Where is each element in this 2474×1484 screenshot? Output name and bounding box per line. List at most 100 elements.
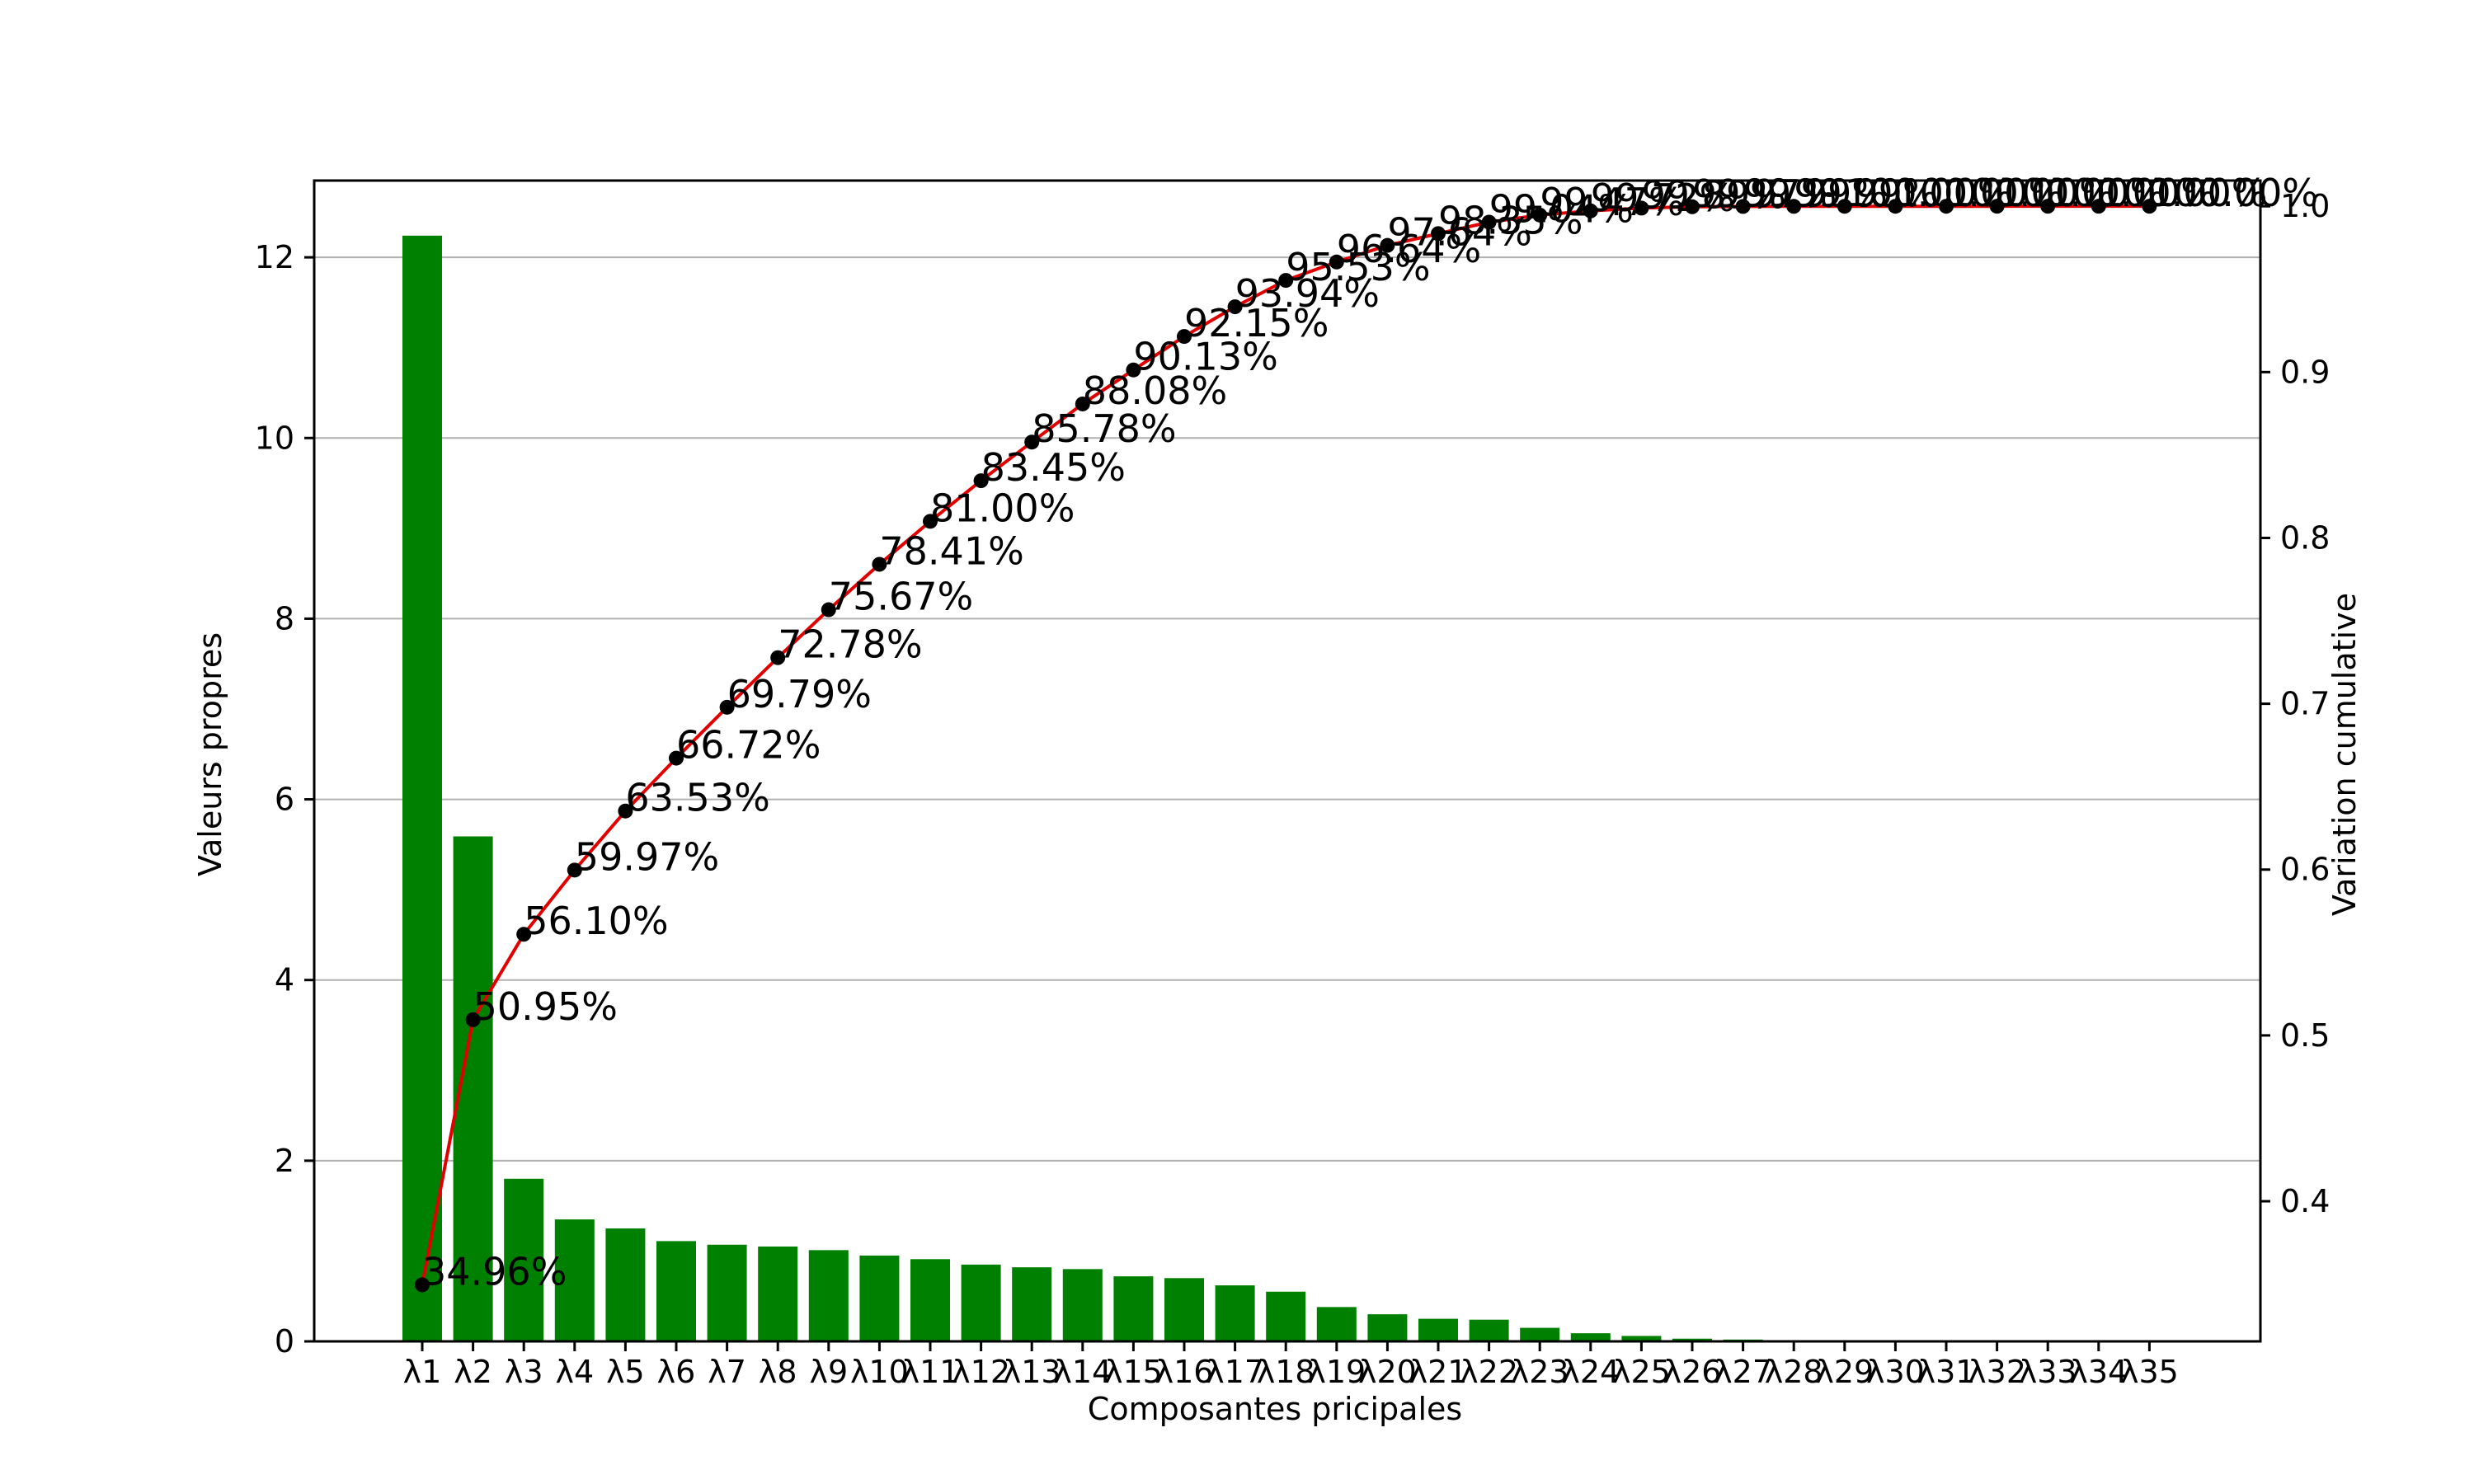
bar xyxy=(1215,1285,1255,1341)
x-tick-label: λ21 xyxy=(1409,1354,1468,1390)
y2-tick-label: 1.0 xyxy=(2280,188,2330,224)
point-label: 50.95% xyxy=(473,984,618,1029)
point-labels: 34.96% 50.95% 56.10% 59.97% 63.53% 66.72% 69.7… xyxy=(422,171,2318,1294)
x-tick-label: λ16 xyxy=(1155,1354,1214,1390)
bar xyxy=(1418,1318,1458,1341)
y2-axis-label: Variation cumulative xyxy=(2326,593,2363,916)
x-tick-label: λ1 xyxy=(403,1354,442,1390)
point-label: 97.64% xyxy=(1387,210,1531,255)
point-label: 34.96% xyxy=(422,1249,567,1294)
x-tick-label: λ8 xyxy=(759,1354,797,1390)
bar xyxy=(859,1255,900,1341)
cumulative-point xyxy=(872,556,887,572)
point-label: 92.15% xyxy=(1184,301,1329,345)
y-tick-label: 6 xyxy=(275,782,294,818)
cumulative-point xyxy=(516,927,532,942)
x-tick-label: λ5 xyxy=(606,1354,645,1390)
x-tick-label: λ7 xyxy=(708,1354,746,1390)
y-axis-label: Valeurs propres xyxy=(192,632,228,876)
x-tick-label: λ6 xyxy=(657,1354,696,1390)
point-label: 100.00% xyxy=(1845,171,2014,215)
point-label: 98.35% xyxy=(1438,198,1583,242)
cumulative-point xyxy=(1837,199,1852,214)
bar xyxy=(1621,1336,1662,1341)
cumulative-point xyxy=(1939,199,1954,214)
bar xyxy=(961,1264,1001,1341)
x-tick-label: λ4 xyxy=(555,1354,594,1390)
x-tick-label: λ28 xyxy=(1765,1354,1823,1390)
y-tick-label: 2 xyxy=(275,1143,294,1179)
x-tick-label: λ12 xyxy=(952,1354,1010,1390)
x-tick-label: λ24 xyxy=(1561,1354,1620,1390)
point-label: 85.78% xyxy=(1032,406,1176,451)
point-label: 99.99% xyxy=(1794,171,1938,215)
cumulative-point xyxy=(923,514,938,529)
y-tick-label: 4 xyxy=(275,962,294,998)
cumulative-point xyxy=(1177,329,1192,345)
point-label: 99.47% xyxy=(1540,180,1684,224)
bar xyxy=(1570,1333,1611,1341)
y2-tick-label: 0.9 xyxy=(2280,354,2330,390)
bar xyxy=(1520,1327,1560,1341)
point-label: 96.64% xyxy=(1337,227,1481,271)
x-tick-label: λ19 xyxy=(1307,1354,1366,1390)
point-label: 83.45% xyxy=(981,445,1126,490)
point-label: 99.89% xyxy=(1641,172,1785,217)
cumulative-point xyxy=(2040,199,2056,214)
y-tick-label: 8 xyxy=(275,600,294,636)
point-label: 81.00% xyxy=(930,486,1075,530)
cumulative-point xyxy=(1329,254,1344,270)
x-tick-label: λ32 xyxy=(1968,1354,2026,1390)
x-tick-label: λ33 xyxy=(2019,1354,2077,1390)
point-label: 63.53% xyxy=(625,776,769,820)
bar xyxy=(1367,1314,1408,1341)
cumulative-point xyxy=(1380,237,1395,253)
y-tick-label: 12 xyxy=(255,239,294,275)
x-tick-label: λ15 xyxy=(1104,1354,1163,1390)
bar xyxy=(1164,1278,1204,1341)
cumulative-point xyxy=(1075,396,1090,411)
cumulative-point xyxy=(669,750,684,766)
y2-tick-label: 0.7 xyxy=(2280,686,2330,722)
cumulative-point xyxy=(1786,199,1802,214)
cumulative-point xyxy=(719,699,735,715)
y2-tick-label: 0.4 xyxy=(2280,1183,2330,1219)
point-label: 59.97% xyxy=(575,834,719,879)
bar xyxy=(1672,1338,1712,1341)
x-tick-label: λ14 xyxy=(1053,1354,1112,1390)
bar xyxy=(1266,1291,1306,1341)
cumulative-point xyxy=(1481,214,1497,230)
x-tick-label: λ13 xyxy=(1003,1354,1061,1390)
x-tick-label: λ22 xyxy=(1460,1354,1518,1390)
point-label: 66.72% xyxy=(676,723,821,768)
plot-frame xyxy=(313,179,2262,1343)
bar xyxy=(402,235,442,1342)
cumulative-point xyxy=(1989,199,2005,214)
x-tick-label: λ18 xyxy=(1257,1354,1315,1390)
cumulative-point xyxy=(1888,199,1903,214)
point-label: 99.97% xyxy=(1692,171,1837,216)
bar xyxy=(504,1178,544,1341)
cumulative-point xyxy=(567,862,582,878)
cumulative-point xyxy=(1685,199,1700,214)
bar-series xyxy=(402,235,2170,1342)
point-label: 100.00% xyxy=(1997,171,2166,215)
y-tick-label: 10 xyxy=(255,420,294,456)
bar xyxy=(656,1241,696,1341)
bar xyxy=(1469,1319,1509,1341)
cumulative-point xyxy=(2142,199,2157,214)
x-tick-label: λ35 xyxy=(2120,1354,2179,1390)
bar xyxy=(707,1244,747,1341)
cumulative-point xyxy=(821,602,836,618)
bar xyxy=(808,1250,849,1341)
cumulative-point xyxy=(1735,199,1751,214)
cumulative-point xyxy=(1227,299,1243,315)
point-label: 90.13% xyxy=(1133,335,1277,379)
point-label: 100.00% xyxy=(1946,171,2115,215)
x-tick-label: λ11 xyxy=(901,1354,960,1390)
bar xyxy=(758,1246,798,1341)
point-label: 88.08% xyxy=(1083,369,1227,413)
x-tick-label: λ29 xyxy=(1815,1354,1874,1390)
point-label: 100.00% xyxy=(1895,171,2064,215)
bar xyxy=(910,1259,950,1341)
